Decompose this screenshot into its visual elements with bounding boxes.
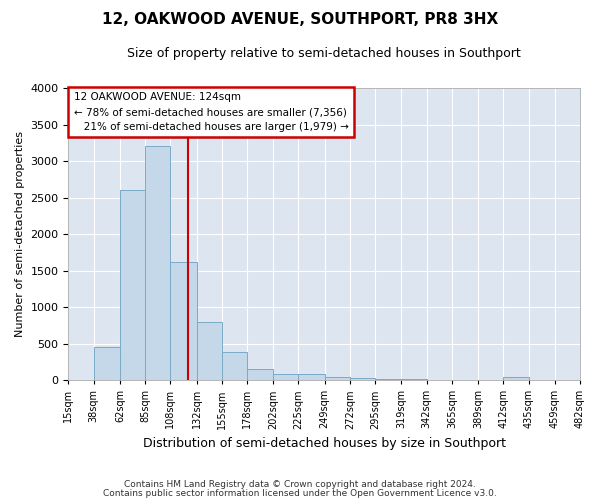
- Text: Contains HM Land Registry data © Crown copyright and database right 2024.: Contains HM Land Registry data © Crown c…: [124, 480, 476, 489]
- Text: 12 OAKWOOD AVENUE: 124sqm
← 78% of semi-detached houses are smaller (7,356)
   2: 12 OAKWOOD AVENUE: 124sqm ← 78% of semi-…: [74, 92, 349, 132]
- Bar: [298, 374, 325, 380]
- Bar: [503, 377, 529, 380]
- Bar: [94, 348, 120, 380]
- Title: Size of property relative to semi-detached houses in Southport: Size of property relative to semi-detach…: [127, 48, 521, 60]
- Text: Contains public sector information licensed under the Open Government Licence v3: Contains public sector information licen…: [103, 490, 497, 498]
- Bar: [375, 378, 401, 380]
- Text: 12, OAKWOOD AVENUE, SOUTHPORT, PR8 3HX: 12, OAKWOOD AVENUE, SOUTHPORT, PR8 3HX: [102, 12, 498, 28]
- Bar: [247, 369, 273, 380]
- Bar: [145, 146, 170, 380]
- X-axis label: Distribution of semi-detached houses by size in Southport: Distribution of semi-detached houses by …: [143, 437, 506, 450]
- Bar: [222, 352, 247, 380]
- Bar: [273, 374, 298, 380]
- Y-axis label: Number of semi-detached properties: Number of semi-detached properties: [15, 131, 25, 337]
- Bar: [197, 322, 222, 380]
- Bar: [350, 378, 375, 380]
- Bar: [120, 190, 145, 380]
- Bar: [325, 377, 350, 380]
- Bar: [170, 262, 197, 380]
